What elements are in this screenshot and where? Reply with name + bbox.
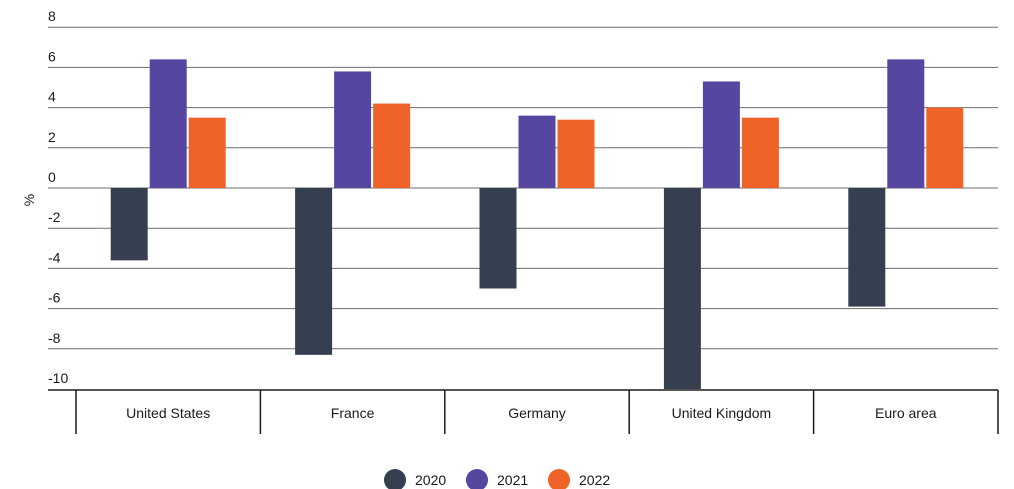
bar-2020	[663, 188, 701, 389]
bar-2022	[926, 107, 964, 188]
x-axis: United States France Germany United Kingdom…	[48, 389, 999, 434]
y-tick-label: 4	[48, 89, 56, 105]
bar-2022	[557, 119, 595, 188]
bar-2020	[848, 188, 886, 307]
y-tick-label: -2	[48, 209, 61, 225]
bar-2020	[295, 188, 333, 355]
category-label: Germany	[508, 405, 566, 421]
legend-swatch	[384, 469, 406, 489]
bar-2022	[188, 117, 226, 188]
legend-swatch	[466, 469, 488, 489]
y-tick-label: 8	[48, 8, 56, 24]
category-label: United States	[126, 405, 210, 421]
bars	[110, 59, 964, 389]
category-label: France	[331, 405, 375, 421]
category-label: United Kingdom	[672, 405, 772, 421]
category-label: Euro area	[875, 405, 937, 421]
legend: 2020 2021 2022	[384, 469, 610, 489]
y-tick-label: -4	[48, 249, 61, 265]
bar-2021	[149, 59, 187, 188]
y-tick-label: 6	[48, 48, 56, 64]
bar-2022	[373, 103, 411, 188]
y-axis-label: %	[21, 194, 37, 206]
legend-label: 2020	[415, 472, 446, 488]
y-tick-label: 2	[48, 129, 56, 145]
legend-label: 2022	[579, 472, 610, 488]
legend-label: 2021	[497, 472, 528, 488]
legend-swatch	[548, 469, 570, 489]
bar-2021	[702, 81, 740, 188]
y-tick-label: -6	[48, 290, 61, 306]
bar-2022	[741, 117, 779, 188]
bar-2021	[518, 115, 556, 188]
bar-2021	[887, 59, 925, 188]
bar-2020	[110, 188, 148, 261]
y-tick-label: 0	[48, 169, 56, 185]
bar-2020	[479, 188, 517, 289]
y-tick-labels: 8 6 4 2 0 -2 -4 -6 -8 -10	[48, 8, 68, 386]
bar-2021	[334, 71, 372, 188]
y-tick-label: -10	[48, 370, 68, 386]
y-tick-label: -8	[48, 330, 61, 346]
